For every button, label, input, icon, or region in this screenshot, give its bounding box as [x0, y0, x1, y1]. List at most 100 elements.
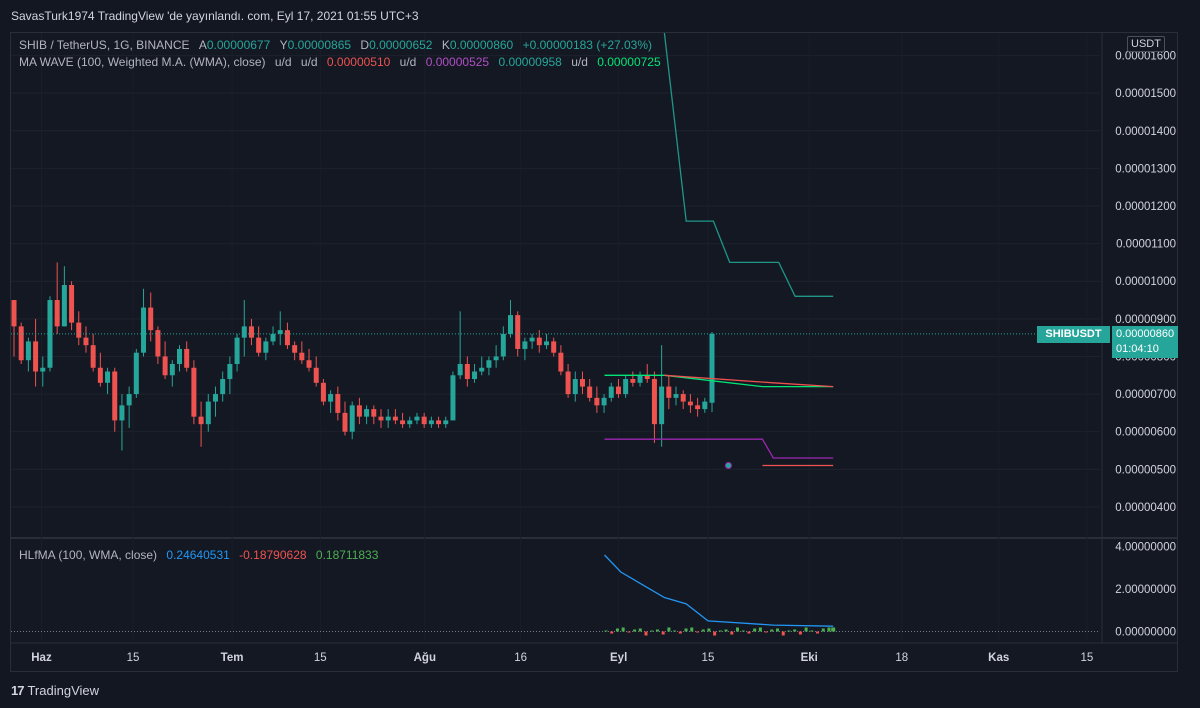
candle-body [313, 367, 319, 383]
osc-histogram-bar [678, 631, 682, 634]
candle-body [248, 326, 254, 338]
ma-line-purple [604, 438, 834, 459]
ma-ud-3: u/d [399, 55, 417, 69]
candle-body [450, 375, 456, 421]
osc-histogram-bar [764, 631, 768, 633]
candle-body [673, 394, 679, 398]
price-tick-label: 0.00001300 [1115, 163, 1176, 175]
ma-wave-legend: MA WAVE (100, Weighted M.A. (WMA), close… [19, 55, 661, 69]
candle-body [11, 300, 17, 327]
price-tick-label: 0.00001400 [1115, 126, 1176, 138]
close-label: K [441, 38, 450, 52]
candle-body [90, 345, 96, 368]
candle-body [184, 348, 190, 368]
candle-body [623, 379, 629, 395]
candle-body [83, 337, 89, 346]
price-tick-label: 0.00001500 [1115, 88, 1176, 100]
candle-body [155, 330, 161, 357]
candle-body [212, 394, 218, 402]
osc-histogram-bar [804, 627, 808, 632]
candle-body [392, 416, 398, 421]
candle-body [651, 379, 657, 425]
osc-histogram-bar [827, 627, 831, 632]
candle-body [515, 315, 521, 349]
chart-frame[interactable] [10, 32, 1178, 672]
osc-histogram-bar [816, 631, 820, 634]
candle-body [587, 386, 593, 398]
time-tick-label: Eyl [610, 652, 627, 664]
ma-line-red [664, 374, 834, 388]
osc-tick-label: 0.00000000 [1115, 627, 1176, 639]
ma-ud-4: u/d [571, 55, 588, 69]
osc-histogram-bar [633, 629, 637, 632]
candle-body [608, 386, 614, 398]
ma-line-teal [663, 32, 834, 297]
osc-histogram-bar [707, 628, 711, 632]
osc-histogram-bar [781, 631, 785, 636]
candle-body [428, 420, 434, 425]
osc-histogram-bar [730, 631, 734, 635]
ma-wave-name: MA WAVE (100, Weighted M.A. (WMA), close… [19, 55, 266, 69]
osc-histogram-bar [627, 631, 631, 633]
osc-histogram-bar [747, 631, 751, 634]
candle-body [579, 379, 585, 387]
low-label: D [360, 38, 370, 52]
osc-histogram-bar [831, 627, 836, 632]
hlfma-value-1: 0.24640531 [166, 548, 230, 562]
osc-histogram-bar [621, 627, 625, 632]
osc-blue-line [604, 554, 834, 627]
osc-histogram-bar [770, 629, 774, 632]
osc-histogram-bar [741, 630, 745, 632]
candle-body [40, 367, 46, 372]
candle-body [277, 330, 283, 334]
candle-body [126, 394, 132, 406]
candle-body [133, 352, 139, 395]
osc-histogram-bar [661, 631, 665, 635]
candle-body [25, 341, 31, 361]
open-value: 0.00000677 [206, 38, 271, 52]
candle-body [551, 341, 557, 353]
candle-body [148, 307, 154, 331]
time-tick-label: 15 [127, 652, 140, 664]
candle-body [464, 363, 470, 380]
ma-line-green [604, 374, 834, 388]
candle-body [709, 333, 715, 403]
candle-body [169, 363, 175, 376]
price-tick-label: 0.00000700 [1115, 389, 1176, 401]
candle-body [572, 379, 578, 395]
ma-value-1: 0.00000510 [326, 55, 391, 69]
osc-histogram-bar [644, 631, 648, 636]
osc-tick-label: 4.00000000 [1115, 542, 1176, 554]
candle-body [536, 337, 542, 346]
candle-body [558, 352, 564, 372]
candle-body [508, 315, 514, 334]
candle-body [637, 375, 643, 383]
candle-body [241, 326, 247, 338]
candle-body [436, 420, 442, 425]
osc-histogram-bar [821, 628, 825, 632]
time-tick-label: Ağu [414, 652, 436, 664]
price-tick-label: 0.00000500 [1115, 464, 1176, 476]
osc-histogram-bar [695, 631, 699, 633]
candle-body [680, 394, 686, 402]
osc-histogram-bar [650, 630, 654, 632]
candle-body [256, 337, 262, 353]
candle-body [457, 363, 463, 376]
time-tick-label: 18 [895, 652, 908, 664]
osc-histogram-bar [736, 627, 740, 632]
candle-body [702, 401, 708, 410]
candle-body [493, 356, 499, 361]
publish-info: SavasTurk1974 TradingView 'de yayınlandı… [11, 9, 419, 23]
tradingview-logo[interactable]: 17 TradingView [11, 683, 99, 698]
currency-button[interactable]: USDT [1127, 36, 1165, 52]
candle-body [299, 352, 305, 361]
candle-body [644, 375, 650, 380]
time-tick-label: Tem [221, 652, 244, 664]
osc-histogram-bar [673, 630, 677, 632]
osc-tick-label: 2.00000000 [1115, 584, 1176, 596]
ma-value-3: 0.00000958 [498, 55, 562, 69]
candle-body [364, 409, 370, 417]
candle-body [659, 386, 665, 425]
candle-body [695, 405, 701, 410]
